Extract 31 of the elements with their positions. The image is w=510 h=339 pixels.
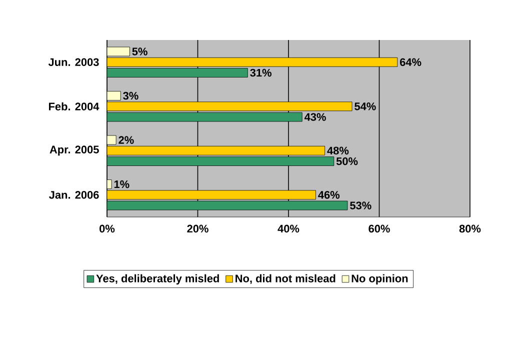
legend-label: No, did not mislead bbox=[236, 274, 336, 284]
legend-label: Yes, deliberately misled bbox=[96, 274, 219, 284]
bar bbox=[107, 146, 325, 156]
data-label: 54% bbox=[354, 102, 376, 110]
bar bbox=[107, 68, 248, 78]
x-tick-label: 80% bbox=[459, 224, 481, 233]
x-tick-label: 20% bbox=[187, 224, 208, 233]
x-tick-label: 60% bbox=[368, 224, 390, 233]
data-label: 46% bbox=[318, 191, 340, 199]
legend-label: No opinion bbox=[352, 274, 408, 284]
y-tick-label: Jun. 2003 bbox=[48, 58, 99, 66]
data-label: 43% bbox=[304, 113, 326, 121]
bar bbox=[107, 91, 121, 100]
data-label: 5% bbox=[132, 48, 148, 56]
y-tick-label: Feb. 2004 bbox=[48, 102, 100, 110]
data-label: 2% bbox=[118, 136, 134, 144]
y-tick-label: Jan. 2006 bbox=[49, 191, 99, 199]
x-tick-label: 40% bbox=[278, 224, 300, 233]
data-label: 31% bbox=[250, 68, 272, 77]
bar bbox=[107, 156, 334, 166]
data-label: 64% bbox=[400, 58, 422, 66]
bar bbox=[107, 190, 316, 200]
y-tick-label: Apr. 2005 bbox=[50, 146, 99, 156]
bar bbox=[107, 57, 398, 67]
data-label: 48% bbox=[327, 146, 349, 155]
data-label: 53% bbox=[350, 202, 372, 210]
bar bbox=[107, 102, 352, 112]
data-label: 1% bbox=[114, 180, 130, 188]
data-label: 50% bbox=[336, 157, 358, 166]
x-tick-label: 0% bbox=[100, 224, 115, 233]
data-label: 3% bbox=[123, 92, 138, 100]
